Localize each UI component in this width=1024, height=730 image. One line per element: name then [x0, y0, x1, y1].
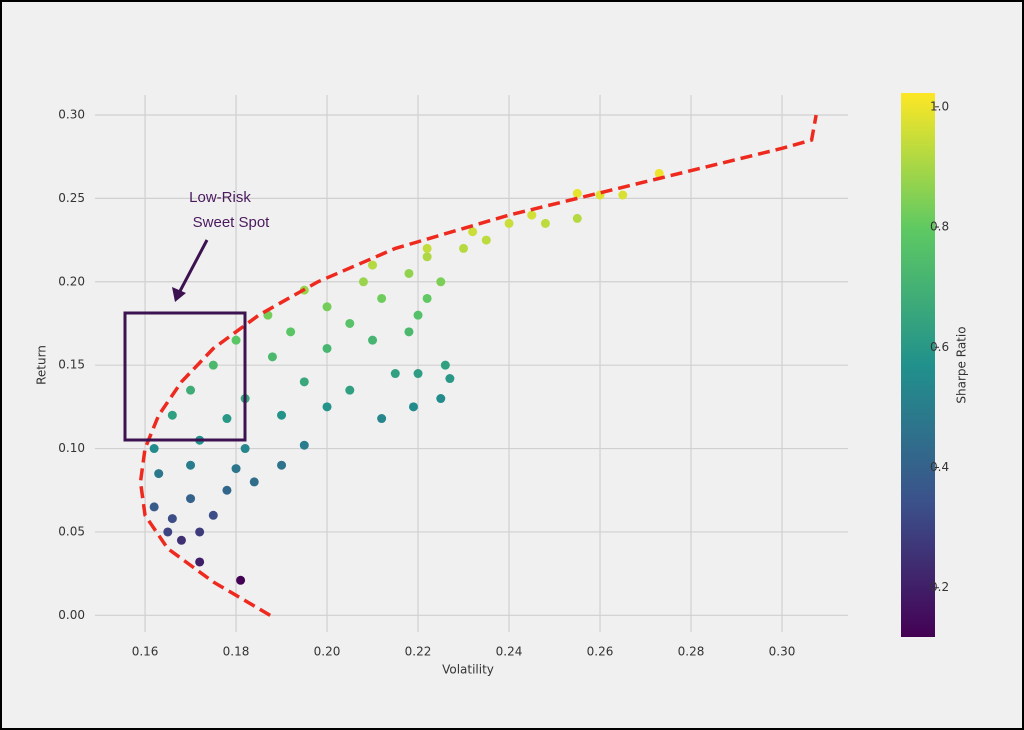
point — [368, 335, 378, 345]
point — [277, 410, 287, 420]
point — [408, 402, 418, 412]
point — [422, 252, 432, 262]
point — [618, 190, 628, 200]
point — [404, 327, 414, 337]
point — [231, 464, 241, 474]
point — [195, 527, 205, 537]
y-tick-label: 0.25 — [58, 191, 85, 205]
point — [504, 218, 514, 228]
point — [422, 293, 432, 303]
point — [377, 293, 387, 303]
frontier-line — [138, 114, 818, 617]
x-tick-label: 0.30 — [769, 645, 796, 659]
arrow — [177, 239, 209, 294]
x-tick-label: 0.24 — [496, 645, 523, 659]
point — [186, 385, 196, 395]
colorbar-tick-label: 0.6 — [930, 340, 949, 354]
colorbar-label: Sharpe Ratio — [955, 326, 969, 403]
point — [440, 360, 450, 370]
point — [468, 227, 478, 237]
point — [208, 510, 218, 520]
point — [404, 268, 414, 278]
point — [445, 374, 455, 384]
arrow-head — [172, 287, 186, 302]
x-axis-label: Volatility — [442, 663, 494, 677]
point — [222, 414, 232, 424]
point — [459, 243, 469, 253]
point — [195, 557, 205, 567]
x-tick-label: 0.26 — [587, 645, 614, 659]
point — [377, 414, 387, 424]
point — [231, 335, 241, 345]
point — [527, 210, 537, 220]
point — [167, 410, 177, 420]
point — [277, 460, 287, 470]
y-tick-label: 0.00 — [58, 608, 85, 622]
point — [390, 369, 400, 379]
colorbar-tick-label: 0.2 — [930, 580, 949, 594]
point — [267, 352, 277, 362]
y-tick-label: 0.20 — [58, 274, 85, 288]
point — [163, 527, 173, 537]
point — [436, 394, 446, 404]
point — [299, 440, 309, 450]
point — [249, 477, 259, 487]
point — [436, 277, 446, 287]
x-tick-label: 0.20 — [314, 645, 341, 659]
colorbar-tick-label: 1.0 — [930, 99, 949, 113]
point — [208, 360, 218, 370]
annotation: Low-Risk — [189, 189, 251, 206]
colorbar-tick-label: 0.4 — [930, 460, 949, 474]
point — [299, 377, 309, 387]
point — [368, 260, 378, 270]
y-axis-label: Return — [35, 345, 49, 385]
point — [358, 277, 368, 287]
x-tick-label: 0.22 — [405, 645, 432, 659]
point — [154, 469, 164, 479]
point — [572, 213, 582, 223]
y-tick-label: 0.05 — [58, 524, 85, 538]
point — [149, 502, 159, 512]
point — [322, 343, 332, 353]
point — [345, 318, 355, 328]
point — [540, 218, 550, 228]
point — [654, 168, 664, 178]
highlight-box — [123, 311, 247, 442]
y-tick-label: 0.30 — [58, 108, 85, 122]
point — [322, 402, 332, 412]
point — [240, 444, 250, 454]
annotation: Sweet Spot — [193, 214, 271, 231]
point — [222, 485, 232, 495]
point — [413, 310, 423, 320]
point — [167, 514, 177, 524]
point — [345, 385, 355, 395]
point — [413, 369, 423, 379]
point — [572, 188, 582, 198]
y-tick-label: 0.10 — [58, 441, 85, 455]
x-tick-label: 0.28 — [678, 645, 705, 659]
x-tick-label: 0.18 — [223, 645, 250, 659]
point — [236, 575, 246, 585]
y-tick-label: 0.15 — [58, 358, 85, 372]
point — [322, 302, 332, 312]
point — [186, 494, 196, 504]
point — [422, 243, 432, 253]
point — [186, 460, 196, 470]
point — [481, 235, 491, 245]
point — [176, 535, 186, 545]
point — [149, 444, 159, 454]
colorbar-tick-label: 0.8 — [930, 220, 949, 234]
x-tick-label: 0.16 — [132, 645, 159, 659]
point — [286, 327, 296, 337]
colorbar — [901, 93, 935, 637]
